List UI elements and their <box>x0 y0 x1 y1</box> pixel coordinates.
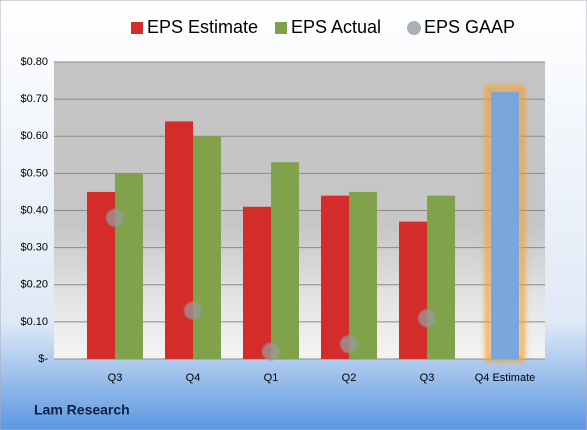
y-tick-label: $0.70 <box>20 93 48 105</box>
gaap-dot <box>340 335 358 354</box>
bar <box>427 195 455 359</box>
x-tick-label: Q1 <box>264 372 279 384</box>
bar <box>271 162 299 359</box>
bar <box>321 195 349 359</box>
y-tick-label: $0.20 <box>20 279 48 291</box>
y-tick-label: $0.30 <box>20 242 48 254</box>
bar <box>243 206 271 359</box>
bar <box>193 136 221 359</box>
y-tick-label: $0.50 <box>20 167 48 179</box>
gaap-dot <box>418 309 436 328</box>
bar <box>399 221 427 359</box>
legend-marker <box>131 22 143 34</box>
gaap-dot <box>262 342 280 361</box>
y-tick-label: $0.40 <box>20 204 48 216</box>
legend-marker <box>275 22 287 34</box>
x-tick-label: Q2 <box>342 372 357 384</box>
company-name: Lam Research <box>34 402 130 418</box>
y-tick-label: $0.60 <box>20 130 48 142</box>
legend-marker <box>407 21 421 35</box>
x-tick-label: Q4 <box>186 372 201 384</box>
legend-label: EPS Actual <box>291 17 381 37</box>
legend-label: EPS Estimate <box>147 17 258 37</box>
y-tick-label: $0.80 <box>20 56 48 68</box>
bar <box>349 191 377 359</box>
gaap-dot <box>184 301 202 320</box>
x-tick-label: Q4 Estimate <box>475 372 536 384</box>
bar <box>491 91 519 359</box>
bar <box>165 121 193 360</box>
bar <box>115 173 143 359</box>
legend-label: EPS GAAP <box>424 17 515 37</box>
y-tick-label: $- <box>38 353 48 365</box>
x-tick-label: Q3 <box>420 372 435 384</box>
y-tick-label: $0.10 <box>20 316 48 328</box>
gaap-dot <box>106 208 124 227</box>
x-tick-label: Q3 <box>108 372 123 384</box>
